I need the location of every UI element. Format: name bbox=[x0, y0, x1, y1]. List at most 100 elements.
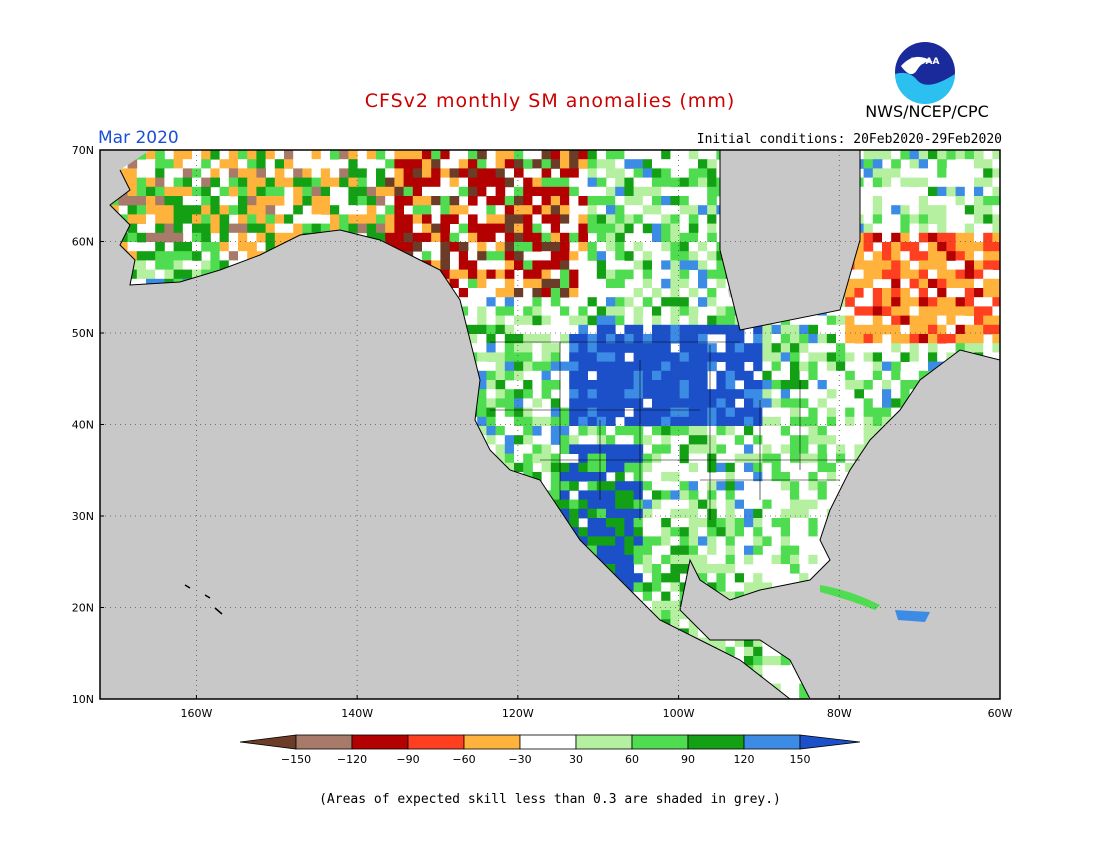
anomaly-cell bbox=[918, 150, 929, 160]
anomaly-cell bbox=[606, 205, 616, 215]
anomaly-cell bbox=[679, 205, 690, 215]
anomaly-cell bbox=[679, 554, 690, 565]
anomaly-cell bbox=[523, 380, 533, 390]
anomaly-cell bbox=[210, 205, 220, 215]
anomaly-cell bbox=[790, 527, 800, 537]
anomaly-cell bbox=[688, 242, 699, 252]
anomaly-cell bbox=[550, 177, 561, 188]
anomaly-cell bbox=[504, 435, 515, 445]
anomaly-cell bbox=[357, 168, 368, 178]
anomaly-cell bbox=[891, 352, 901, 362]
anomaly-cell bbox=[560, 223, 570, 234]
anomaly-cell bbox=[560, 232, 570, 243]
anomaly-cell bbox=[550, 380, 561, 390]
anomaly-cell bbox=[642, 168, 653, 178]
anomaly-cell bbox=[928, 177, 938, 188]
anomaly-cell bbox=[624, 159, 634, 169]
anomaly-cell bbox=[587, 343, 598, 353]
anomaly-cell bbox=[946, 306, 956, 316]
anomaly-cell bbox=[385, 214, 395, 224]
anomaly-cell bbox=[780, 481, 791, 491]
anomaly-cell bbox=[661, 361, 671, 372]
anomaly-cell bbox=[504, 324, 515, 335]
anomaly-cell bbox=[679, 481, 690, 491]
anomaly-cell bbox=[670, 334, 680, 344]
anomaly-cell bbox=[688, 288, 699, 298]
land-cuba bbox=[820, 585, 880, 610]
anomaly-cell bbox=[412, 159, 423, 169]
anomaly-cell bbox=[983, 324, 993, 335]
anomaly-cell bbox=[679, 508, 690, 519]
anomaly-cell bbox=[771, 324, 782, 335]
anomaly-cell bbox=[569, 380, 579, 390]
anomaly-cell bbox=[578, 269, 588, 280]
anomaly-cell bbox=[716, 398, 726, 408]
anomaly-cell bbox=[550, 223, 561, 234]
anomaly-cell bbox=[652, 380, 662, 390]
anomaly-cell bbox=[661, 472, 671, 482]
anomaly-cell bbox=[431, 196, 441, 206]
anomaly-cell bbox=[642, 554, 653, 565]
anomaly-cell bbox=[624, 343, 634, 353]
anomaly-cell bbox=[716, 444, 726, 454]
anomaly-cell bbox=[606, 407, 616, 418]
anomaly-cell bbox=[845, 278, 855, 289]
anomaly-cell bbox=[458, 214, 469, 224]
anomaly-cell bbox=[587, 251, 598, 261]
anomaly-cell bbox=[569, 407, 579, 418]
anomaly-cell bbox=[679, 545, 690, 556]
anomaly-cell bbox=[642, 518, 653, 528]
anomaly-cell bbox=[596, 481, 607, 491]
anomaly-cell bbox=[560, 205, 570, 215]
anomaly-cell bbox=[762, 564, 772, 574]
anomaly-cell bbox=[274, 232, 285, 243]
anomaly-cell bbox=[458, 269, 469, 280]
anomaly-cell bbox=[136, 260, 147, 270]
anomaly-cell bbox=[698, 232, 708, 243]
anomaly-cell bbox=[891, 159, 901, 169]
anomaly-cell bbox=[707, 177, 717, 188]
anomaly-cell bbox=[596, 186, 607, 197]
anomaly-cell bbox=[716, 490, 726, 500]
anomaly-cell bbox=[753, 472, 763, 482]
anomaly-cell bbox=[642, 242, 653, 252]
anomaly-cell bbox=[504, 334, 515, 344]
anomaly-cell bbox=[826, 380, 837, 390]
anomaly-cell bbox=[560, 435, 570, 445]
anomaly-cell bbox=[937, 159, 947, 169]
anomaly-cell bbox=[762, 398, 772, 408]
anomaly-cell bbox=[974, 214, 984, 224]
anomaly-cell bbox=[348, 159, 358, 169]
anomaly-cell bbox=[753, 527, 763, 537]
anomaly-cell bbox=[320, 186, 331, 197]
anomaly-cell bbox=[642, 159, 653, 169]
anomaly-cell bbox=[495, 444, 506, 454]
anomaly-cell bbox=[615, 490, 625, 500]
anomaly-cell bbox=[431, 205, 441, 215]
anomaly-cell bbox=[753, 361, 763, 372]
anomaly-cell bbox=[624, 554, 634, 565]
anomaly-cell bbox=[725, 297, 736, 307]
anomaly-cell bbox=[330, 150, 340, 160]
anomaly-cell bbox=[744, 582, 754, 592]
anomaly-cell bbox=[688, 214, 699, 224]
anomaly-cell bbox=[495, 251, 506, 261]
anomaly-cell bbox=[900, 352, 910, 362]
anomaly-cell bbox=[790, 435, 800, 445]
anomaly-cell bbox=[716, 278, 726, 289]
anomaly-cell bbox=[891, 260, 901, 270]
anomaly-cell bbox=[744, 343, 754, 353]
anomaly-cell bbox=[974, 196, 984, 206]
anomaly-cell bbox=[606, 260, 616, 270]
anomaly-cell bbox=[412, 168, 423, 178]
anomaly-cell bbox=[845, 453, 855, 464]
anomaly-cell bbox=[734, 646, 745, 657]
anomaly-cell bbox=[808, 481, 818, 491]
anomaly-cell bbox=[872, 380, 883, 390]
anomaly-cell bbox=[532, 361, 542, 372]
anomaly-cell bbox=[468, 324, 478, 335]
anomaly-cell bbox=[532, 269, 542, 280]
anomaly-cell bbox=[514, 288, 524, 298]
anomaly-cell bbox=[992, 278, 1000, 289]
anomaly-cell bbox=[468, 186, 478, 197]
